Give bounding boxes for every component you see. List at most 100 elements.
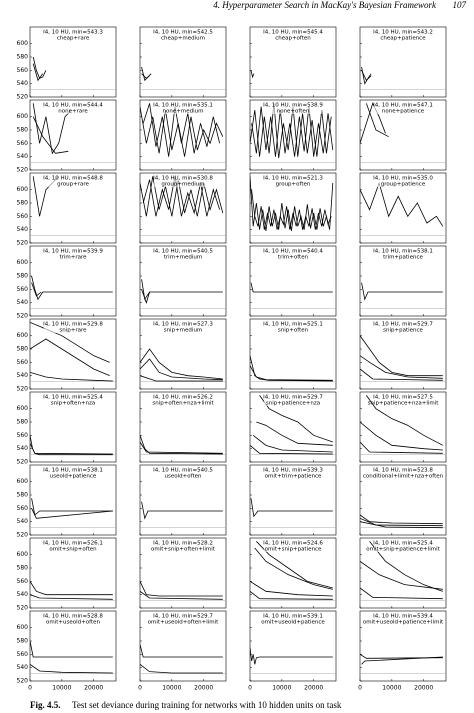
panel-frame — [29, 99, 117, 171]
panel-frame — [139, 318, 227, 390]
panel-subtitle: trim+medium — [164, 255, 203, 261]
panel-subtitle: omit+snip+often — [49, 547, 97, 553]
panel-title: I4, 10 HU, min=540.5 — [153, 249, 213, 255]
panel: 520 540 560 580 600 I4, 10 HU, min=544.4none+… — [17, 99, 117, 174]
series-line — [30, 664, 113, 674]
title-bg — [264, 175, 322, 187]
panel-title: I4, 10 HU, min=535.1 — [153, 103, 213, 109]
panel-subtitle: group+rare — [57, 182, 89, 188]
caption-label: Fig. 4.5. — [30, 700, 61, 710]
y-tick-label: 600 — [17, 186, 29, 193]
panel-frame — [139, 464, 227, 536]
series-line — [141, 289, 150, 304]
title-bg — [374, 467, 432, 479]
series-line — [360, 653, 443, 659]
series-line — [361, 66, 372, 85]
series-line — [360, 521, 443, 529]
panel-title: I4, 10 HU, min=529.7 — [263, 395, 323, 401]
y-tick-label: 600 — [17, 551, 29, 558]
x-tick-label: 10000 — [52, 685, 71, 692]
panel-title: I4, 10 HU, min=538.9 — [263, 103, 323, 109]
panel: 520 540 560 580 600 I4, 10 HU, min=543.3cheap… — [17, 26, 117, 101]
series-group — [360, 514, 443, 529]
title-bg — [264, 613, 322, 625]
series-group — [361, 66, 372, 85]
panel-subtitle: snip+often+nza — [51, 401, 96, 407]
title-bg — [44, 102, 102, 114]
panel-subtitle: trim+rare — [59, 255, 87, 261]
y-tick-label: 560 — [17, 67, 29, 74]
panel-frame — [139, 26, 227, 98]
series-line — [256, 421, 333, 446]
panel-title: I4, 10 HU, min=539.1 — [263, 614, 323, 620]
panel-frame — [29, 610, 117, 682]
panel: I4, 10 HU, min=525.4omit+snip+patience+l… — [359, 537, 447, 609]
panel-title: I4, 10 HU, min=527.5 — [373, 395, 433, 401]
series-line — [140, 644, 223, 658]
series-group — [141, 66, 152, 82]
panel-subtitle: group+patience — [381, 182, 426, 188]
y-tick-label: 560 — [17, 213, 29, 220]
series-line — [30, 338, 110, 377]
series-group — [141, 501, 223, 520]
series-line — [32, 56, 47, 79]
panel-frame — [29, 318, 117, 390]
series-group — [140, 644, 223, 674]
series-group — [360, 395, 443, 454]
panel-subtitle: snip+patience+nza+limit — [368, 401, 440, 407]
panel-frame — [249, 99, 337, 171]
title-bg — [374, 394, 432, 406]
panel-frame — [359, 464, 447, 536]
series-line — [140, 348, 223, 380]
series-line — [140, 441, 223, 454]
panel-frame — [359, 99, 447, 171]
panel-subtitle: snip+often — [278, 328, 309, 334]
panel-frame — [359, 318, 447, 390]
x-tick-label: 10000 — [382, 685, 401, 692]
panel-subtitle: none+rare — [58, 109, 88, 115]
title-bg — [264, 29, 322, 41]
y-tick-label: 520 — [17, 240, 29, 247]
y-tick-label: 520 — [17, 94, 29, 101]
series-line — [250, 580, 333, 597]
series-line — [140, 358, 223, 381]
panel: I4, 10 HU, min=527.5snip+patience+nza+li… — [359, 391, 447, 463]
series-line — [361, 282, 443, 301]
series-line — [360, 181, 444, 227]
series-line — [140, 581, 223, 597]
y-tick-label: 580 — [17, 127, 29, 134]
panel-subtitle: snip+rare — [59, 328, 87, 334]
panel: 520 540 560 580 600 I4, 10 HU, min=538.1useol… — [17, 464, 117, 539]
panel-frame — [29, 537, 117, 609]
series-line — [30, 321, 110, 363]
y-tick-label: 580 — [17, 492, 29, 499]
y-tick-label: 580 — [17, 419, 29, 426]
series-line — [32, 116, 69, 154]
y-tick-label: 560 — [17, 140, 29, 147]
panel-frame — [29, 26, 117, 98]
page-number: 107 — [453, 0, 467, 10]
running-header: 4. Hyperparameter Search in MacKay's Bay… — [213, 0, 437, 10]
series-line — [141, 501, 223, 520]
panel-title: I4, 10 HU, min=545.4 — [263, 30, 323, 36]
panel-title: I4, 10 HU, min=530.8 — [153, 176, 213, 182]
panel: 520 540 560 580 600 I4, 10 HU, min=525.4snip+… — [17, 391, 117, 466]
y-tick-label: 600 — [17, 332, 29, 339]
y-tick-label: 580 — [17, 565, 29, 572]
panel: 520 540 560 580 600 I4, 10 HU, min=526.1omit+… — [17, 537, 117, 612]
series-line — [360, 441, 443, 454]
x-tick-label: 10000 — [162, 685, 181, 692]
series-line — [360, 368, 443, 381]
title-bg — [154, 102, 212, 114]
title-bg — [154, 613, 212, 625]
y-tick-label: 540 — [17, 226, 29, 233]
panel-title: I4, 10 HU, min=538.1 — [43, 468, 103, 474]
title-bg — [154, 540, 212, 552]
panel-title: I4, 10 HU, min=539.4 — [373, 614, 433, 620]
title-bg — [44, 540, 102, 552]
